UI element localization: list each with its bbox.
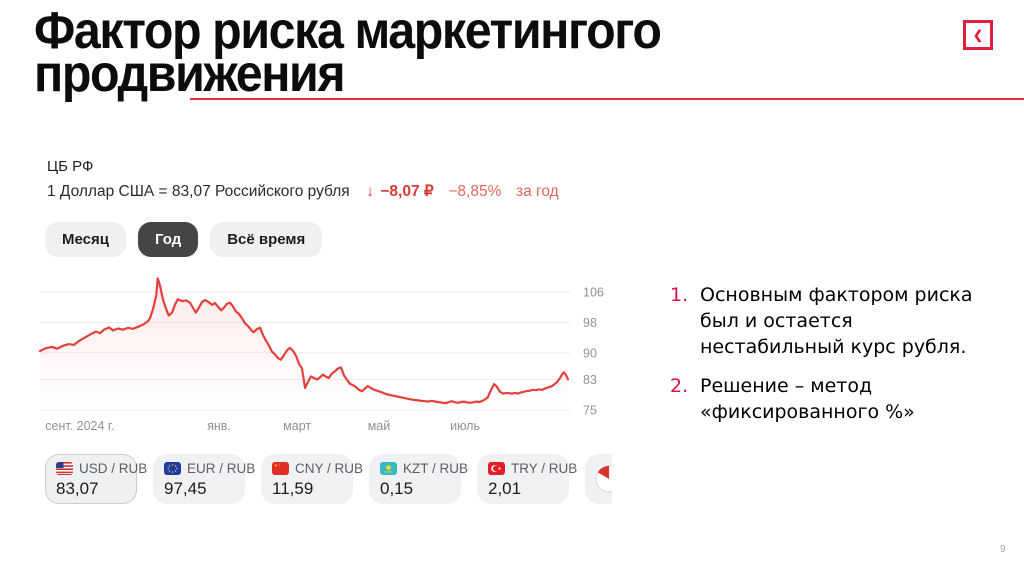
title-underline <box>190 98 1024 100</box>
svg-text:май: май <box>368 419 391 433</box>
currency-card-kzt[interactable]: KZT / RUB 0,15 <box>369 454 468 504</box>
svg-text:106: 106 <box>583 286 604 300</box>
rate-headline: 1 Доллар США = 83,07 Российского рубля ↓… <box>47 182 559 201</box>
page-title-line2: продвижения <box>34 45 346 103</box>
us-flag-icon <box>56 462 73 475</box>
list-item-text: Решение – метод «фиксированного %» <box>700 375 915 423</box>
pair-value: 97,45 <box>164 479 207 498</box>
rate-main-text: 1 Доллар США = 83,07 Российского рубля <box>47 183 350 200</box>
cn-flag-icon <box>272 462 289 475</box>
svg-text:98: 98 <box>583 316 597 330</box>
rate-change-pct: −8,85% <box>448 183 502 200</box>
tr-flag-icon <box>488 462 505 475</box>
svg-text:март: март <box>283 419 311 433</box>
svg-text:июль: июль <box>450 419 480 433</box>
currency-card-try[interactable]: TRY / RUB 2,01 <box>477 454 577 504</box>
rate-line-chart: 106 98 90 83 75 сент. 2024 г. янв. март май июль <box>38 277 604 433</box>
period-tabs: Месяц Год Всё время <box>45 222 323 257</box>
tab-year[interactable]: Год <box>137 222 199 257</box>
pair-value: 2,01 <box>488 479 522 498</box>
rate-period-label: за год <box>516 183 559 200</box>
currency-widget: ЦБ РФ 1 Доллар США = 83,07 Российского р… <box>32 150 612 518</box>
svg-text:83: 83 <box>583 373 597 387</box>
tab-month[interactable]: Месяц <box>45 222 126 257</box>
pair-label: EUR / RUB <box>187 461 256 476</box>
partial-flag-icon <box>595 465 612 493</box>
list-item-text: Основным фактором риска был и остается н… <box>700 284 973 358</box>
chart-series-line <box>38 277 570 405</box>
list-item-number: 2. <box>670 375 689 397</box>
page-title-line1: Фактор риска маркетингого <box>34 2 662 60</box>
chart-area-fill <box>40 278 568 411</box>
tab-alltime-label: Всё время <box>227 231 306 248</box>
rate-chart: 106 98 90 83 75 сент. 2024 г. янв. март май июль <box>32 272 612 442</box>
svg-text:сент. 2024 г.: сент. 2024 г. <box>45 419 114 433</box>
chevron-left-icon: ❮ <box>972 28 984 42</box>
notes-list: 1. Основным фактором риска был и остаетс… <box>670 282 982 438</box>
list-item: 2. Решение – метод «фиксированного %» <box>670 373 982 425</box>
svg-text:90: 90 <box>583 346 597 360</box>
rate-change-abs: −8,07 ₽ <box>380 183 434 200</box>
currency-card-eur[interactable]: EUR / RUB 97,45 <box>153 454 255 504</box>
list-item-number: 1. <box>670 284 689 306</box>
arrow-down-icon: ↓ <box>366 183 375 200</box>
currency-card-usd[interactable]: USD / RUB 83,07 <box>45 454 147 504</box>
pair-label: KZT / RUB <box>403 461 469 476</box>
list-item: 1. Основным фактором риска был и остаетс… <box>670 282 982 360</box>
pair-label: USD / RUB <box>79 461 148 476</box>
chart-y-axis-labels: 106 98 90 83 75 <box>583 286 604 418</box>
currency-card-cny[interactable]: CNY / RUB 11,59 <box>261 454 363 504</box>
pair-label: TRY / RUB <box>511 461 578 476</box>
tab-year-label: Год <box>154 231 182 248</box>
pair-value: 0,15 <box>380 479 414 498</box>
tab-alltime[interactable]: Всё время <box>210 222 323 257</box>
currency-card-partial[interactable] <box>585 454 612 504</box>
svg-text:янв.: янв. <box>207 419 231 433</box>
svg-text:75: 75 <box>583 403 597 417</box>
tab-month-label: Месяц <box>62 231 109 248</box>
pair-label: CNY / RUB <box>295 461 364 476</box>
slide-logo-back-icon: ❮ <box>963 20 993 50</box>
currency-cards: USD / RUB 83,07 EUR / RUB <box>45 454 612 504</box>
pair-value: 83,07 <box>56 479 99 498</box>
rate-source-label: ЦБ РФ <box>47 158 94 175</box>
pair-value: 11,59 <box>272 479 314 498</box>
chart-x-axis-labels: сент. 2024 г. янв. март май июль <box>45 419 480 433</box>
kz-flag-icon <box>380 462 397 475</box>
page-number: 9 <box>1000 544 1006 555</box>
eu-flag-icon <box>164 462 181 475</box>
page-title: Фактор риска маркетингого продвижения <box>34 2 662 103</box>
